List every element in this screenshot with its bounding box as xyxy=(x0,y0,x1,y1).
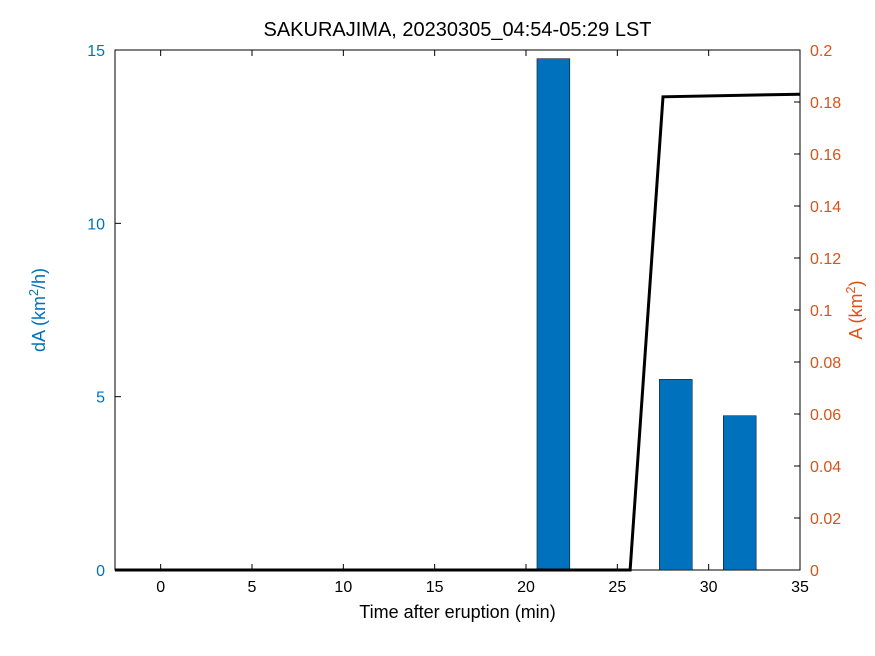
xtick-label: 35 xyxy=(791,579,809,596)
bar-0 xyxy=(537,59,570,570)
ytick-right-label: 0.16 xyxy=(810,147,841,164)
chart-svg: 0510152025303505101500.020.040.060.080.1… xyxy=(0,0,875,656)
ytick-right-label: 0.02 xyxy=(810,511,841,528)
xtick-label: 20 xyxy=(517,579,535,596)
ytick-right-label: 0 xyxy=(810,563,819,580)
ytick-right-label: 0.12 xyxy=(810,251,841,268)
ytick-left-label: 10 xyxy=(87,216,105,233)
xlabel: Time after eruption (min) xyxy=(359,602,555,622)
ytick-left-label: 5 xyxy=(96,390,105,407)
ylabel-left: dA (km2/h) xyxy=(27,268,49,352)
ytick-left-label: 15 xyxy=(87,43,105,60)
chart-container: 0510152025303505101500.020.040.060.080.1… xyxy=(0,0,875,656)
xtick-label: 5 xyxy=(248,579,257,596)
xtick-label: 0 xyxy=(156,579,165,596)
ytick-right-label: 0.18 xyxy=(810,95,841,112)
ytick-right-label: 0.06 xyxy=(810,407,841,424)
xtick-label: 25 xyxy=(608,579,626,596)
ytick-right-label: 0.08 xyxy=(810,355,841,372)
xtick-label: 30 xyxy=(700,579,718,596)
ytick-right-label: 0.1 xyxy=(810,303,832,320)
chart-title: SAKURAJIMA, 20230305_04:54-05:29 LST xyxy=(263,19,651,41)
bar-2 xyxy=(723,416,756,570)
ytick-right-label: 0.14 xyxy=(810,199,841,216)
ytick-right-label: 0.2 xyxy=(810,43,832,60)
xtick-label: 15 xyxy=(426,579,444,596)
bar-1 xyxy=(659,379,692,570)
ytick-left-label: 0 xyxy=(96,563,105,580)
ytick-right-label: 0.04 xyxy=(810,459,841,476)
xtick-label: 10 xyxy=(334,579,352,596)
